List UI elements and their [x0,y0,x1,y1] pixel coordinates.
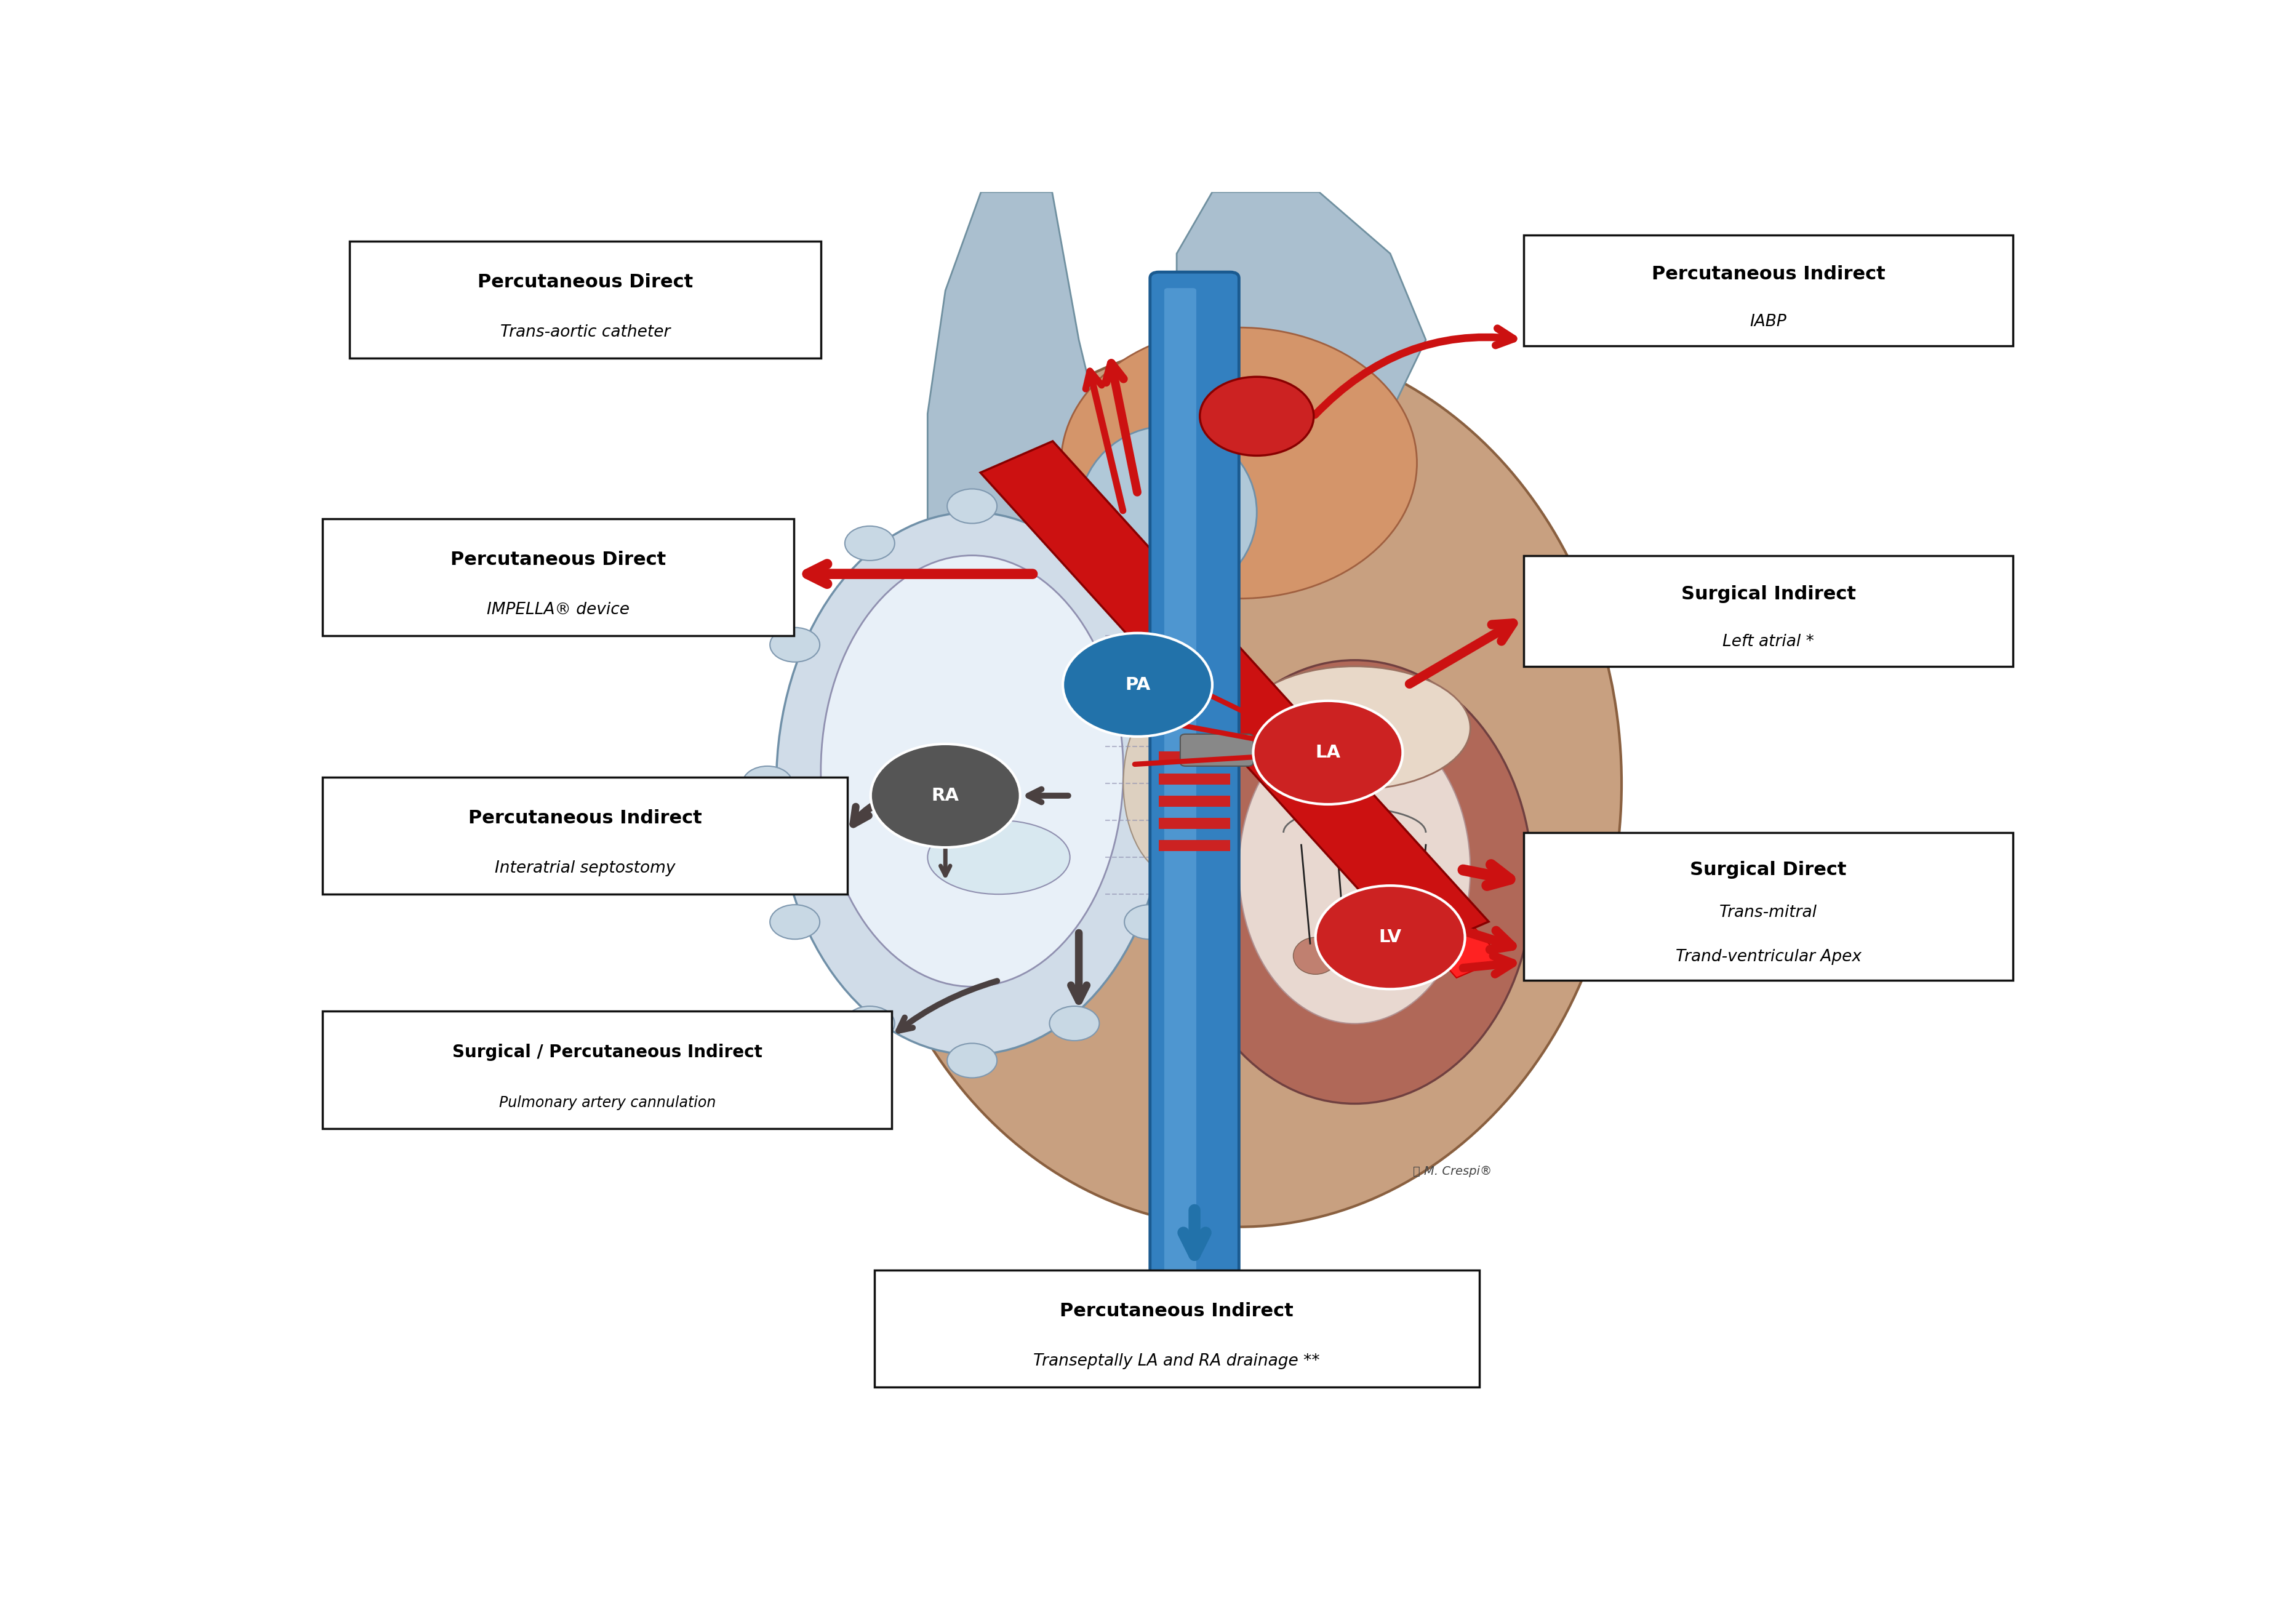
Ellipse shape [1240,666,1469,789]
Ellipse shape [928,821,1070,894]
Text: Trand-ventricular Apex: Trand-ventricular Apex [1676,949,1862,965]
Ellipse shape [1371,938,1417,974]
Text: Left atrial *: Left atrial * [1722,634,1814,650]
Text: Percutaneous Indirect: Percutaneous Indirect [1061,1302,1293,1320]
Circle shape [1254,701,1403,805]
Circle shape [948,490,996,523]
Circle shape [769,904,820,939]
FancyBboxPatch shape [1159,752,1231,763]
FancyBboxPatch shape [1164,288,1196,1304]
FancyBboxPatch shape [349,242,822,358]
Circle shape [1153,766,1201,800]
FancyBboxPatch shape [321,778,847,894]
Text: IMPELLA® device: IMPELLA® device [487,602,629,618]
Polygon shape [980,442,1488,954]
Text: LV: LV [1380,928,1401,946]
Polygon shape [1178,192,1426,462]
Text: Surgical Indirect: Surgical Indirect [1681,586,1855,603]
Ellipse shape [1293,938,1339,974]
Circle shape [1063,634,1212,736]
Text: Ⓜ M. Crespi®: Ⓜ M. Crespi® [1412,1165,1492,1178]
Text: Percutaneous Indirect: Percutaneous Indirect [468,810,703,827]
Text: Trans-mitral: Trans-mitral [1720,904,1816,920]
Circle shape [1125,627,1173,662]
Circle shape [742,766,792,800]
Ellipse shape [1079,426,1256,598]
Text: Surgical / Percutaneous Indirect: Surgical / Percutaneous Indirect [452,1043,762,1061]
FancyBboxPatch shape [875,1270,1479,1387]
Circle shape [1049,1006,1100,1040]
FancyBboxPatch shape [1525,235,2014,346]
FancyBboxPatch shape [321,1011,891,1128]
Ellipse shape [1123,691,1231,875]
Ellipse shape [1240,715,1469,1024]
Circle shape [1201,376,1313,456]
Text: Trans-aortic catheter: Trans-aortic catheter [501,325,670,341]
Text: Transeptally LA and RA drainage **: Transeptally LA and RA drainage ** [1033,1354,1320,1370]
Text: RA: RA [932,787,960,805]
Circle shape [870,744,1019,848]
Text: Pulmonary artery cannulation: Pulmonary artery cannulation [498,1094,716,1110]
FancyBboxPatch shape [1150,272,1240,1320]
Ellipse shape [1061,328,1417,598]
Circle shape [845,526,895,560]
FancyBboxPatch shape [1159,818,1231,829]
Circle shape [1316,886,1465,989]
Text: IABP: IABP [1750,314,1786,330]
Text: Percutaneous Direct: Percutaneous Direct [450,550,666,568]
FancyBboxPatch shape [1159,840,1231,851]
FancyBboxPatch shape [1180,734,1254,766]
Circle shape [1125,904,1173,939]
FancyBboxPatch shape [1525,555,2014,666]
FancyBboxPatch shape [1159,795,1231,806]
Circle shape [769,627,820,662]
FancyBboxPatch shape [1159,773,1231,784]
Circle shape [948,1043,996,1078]
Ellipse shape [1176,661,1534,1104]
FancyBboxPatch shape [1525,832,2014,981]
Text: Interatrial septostomy: Interatrial septostomy [494,861,675,877]
Polygon shape [928,192,1097,586]
Text: PA: PA [1125,677,1150,693]
Ellipse shape [856,339,1621,1227]
Text: Surgical Direct: Surgical Direct [1690,861,1846,878]
Circle shape [1049,526,1100,560]
Circle shape [845,1006,895,1040]
Text: Percutaneous Indirect: Percutaneous Indirect [1651,266,1885,283]
FancyBboxPatch shape [321,518,794,635]
Ellipse shape [822,555,1123,987]
Polygon shape [1029,478,1502,978]
Text: Percutaneous Direct: Percutaneous Direct [478,274,693,291]
Text: LA: LA [1316,744,1341,762]
Ellipse shape [776,512,1169,1054]
